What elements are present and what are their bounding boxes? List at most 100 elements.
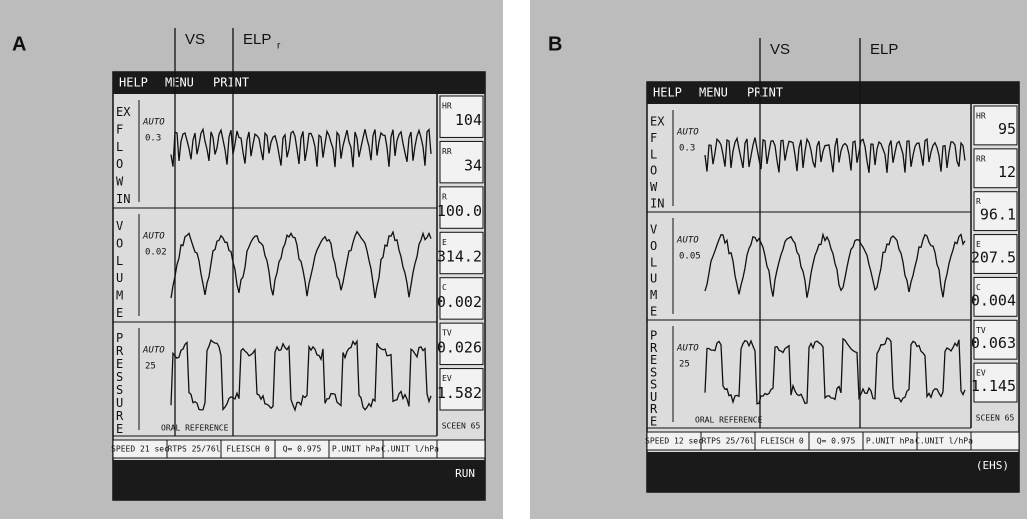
scale-value: 0.3 bbox=[679, 144, 695, 154]
channel-letter: P bbox=[116, 331, 123, 345]
readout-label: RR bbox=[976, 154, 986, 163]
toolbar-item: PRINT bbox=[213, 76, 249, 90]
panel-label: A bbox=[12, 33, 26, 55]
scale-mode: AUTO bbox=[676, 128, 699, 138]
annotation: ORAL REFERENCE bbox=[695, 416, 763, 425]
readout-value: 95 bbox=[998, 120, 1016, 138]
channel-letter: O bbox=[650, 239, 657, 253]
channel-letter: O bbox=[650, 164, 657, 178]
screen-background bbox=[647, 82, 1019, 492]
channel-letter: W bbox=[650, 180, 658, 194]
status-item: SPEED 12 sec bbox=[645, 437, 703, 446]
channel-letter: E bbox=[116, 357, 123, 371]
status-indicator: RUN bbox=[455, 467, 475, 480]
readout-value: 34 bbox=[464, 157, 482, 175]
figure: AHELPMENUPRINTVSELPrEXFLOWINAUTO0.3VOLUM… bbox=[0, 0, 1027, 519]
status-indicator: (EHS) bbox=[976, 459, 1009, 472]
monitor-screen: HELPMENUPRINTVSELPrEXFLOWINAUTO0.3VOLUME… bbox=[111, 28, 485, 500]
channel-letter: S bbox=[116, 370, 123, 384]
readout-value: 12 bbox=[998, 163, 1016, 181]
toolbar-item: MENU bbox=[165, 76, 194, 90]
readout-label: HR bbox=[442, 102, 452, 111]
channel-letter: R bbox=[116, 344, 124, 358]
channel-letter: L bbox=[116, 140, 123, 154]
channel-letter: E bbox=[650, 414, 657, 428]
toolbar-item: HELP bbox=[653, 86, 682, 100]
channel-letter: IN bbox=[116, 192, 130, 206]
channel-letter: M bbox=[650, 288, 657, 302]
readout-label: EV bbox=[442, 374, 452, 383]
channel-letter: L bbox=[650, 255, 657, 269]
screen-number: SCEEN 65 bbox=[442, 422, 481, 431]
scale-value: 0.05 bbox=[679, 252, 701, 262]
panel-label: B bbox=[548, 33, 562, 55]
status-item: FLEISCH 0 bbox=[226, 445, 270, 454]
scale-mode: AUTO bbox=[142, 232, 165, 242]
event-marker-label: ELP bbox=[243, 31, 271, 48]
channel-letter: IN bbox=[650, 196, 664, 210]
channel-letter: EX bbox=[650, 115, 665, 129]
status-item: SPEED 21 sec bbox=[111, 445, 169, 454]
readout-value: 0.063 bbox=[971, 334, 1016, 352]
channel-letter: F bbox=[116, 123, 123, 137]
channel-letter: E bbox=[650, 304, 657, 318]
channel-letter: EX bbox=[116, 105, 131, 119]
channel-letter: O bbox=[116, 157, 123, 171]
readout-value: 207.5 bbox=[971, 249, 1016, 267]
command-bar bbox=[113, 460, 485, 500]
readout-label: C bbox=[442, 283, 447, 292]
scale-value: 25 bbox=[145, 362, 156, 372]
readout-value: 100.0 bbox=[437, 202, 482, 220]
readout-label: RR bbox=[442, 147, 452, 156]
channel-letter: O bbox=[116, 237, 123, 251]
scale-value: 25 bbox=[679, 360, 690, 370]
screen-number: SCEEN 65 bbox=[976, 414, 1015, 423]
scale-mode: AUTO bbox=[676, 344, 699, 354]
scale-value: 0.3 bbox=[145, 134, 161, 144]
status-item: C.UNIT l/hPa bbox=[381, 445, 439, 454]
status-item: Q= 0.975 bbox=[817, 437, 856, 446]
channel-letter: S bbox=[116, 383, 123, 397]
status-item: RTPS 25/76l bbox=[702, 437, 755, 446]
toolbar-item: HELP bbox=[119, 76, 148, 90]
channel-letter: W bbox=[116, 175, 124, 189]
readout-value: 96.1 bbox=[980, 206, 1016, 224]
event-marker-label: VS bbox=[185, 31, 205, 48]
status-item: C.UNIT l/hPa bbox=[915, 437, 973, 446]
channel-letter: L bbox=[116, 254, 123, 268]
channel-letter: M bbox=[116, 289, 123, 303]
status-item: RTPS 25/76l bbox=[168, 445, 221, 454]
readout-value: 0.026 bbox=[437, 338, 482, 356]
channel-letter: F bbox=[650, 131, 657, 145]
readout-label: TV bbox=[442, 329, 452, 338]
status-item: P.UNIT hPa bbox=[332, 445, 380, 454]
readout-value: 0.002 bbox=[437, 293, 482, 311]
readout-value: 104 bbox=[455, 111, 482, 129]
readout-value: 0.004 bbox=[971, 291, 1016, 309]
status-item: FLEISCH 0 bbox=[760, 437, 804, 446]
scale-value: 0.02 bbox=[145, 248, 167, 258]
channel-letter: R bbox=[116, 409, 124, 423]
channel-letter: U bbox=[116, 271, 123, 285]
readout-label: E bbox=[442, 238, 447, 247]
annotation: ORAL REFERENCE bbox=[161, 424, 229, 433]
toolbar-item: MENU bbox=[699, 86, 728, 100]
status-item: P.UNIT hPa bbox=[866, 437, 914, 446]
event-marker-label: ELP bbox=[870, 41, 898, 58]
channel-letter: V bbox=[650, 223, 657, 237]
channel-letter: E bbox=[116, 422, 123, 436]
scale-mode: AUTO bbox=[142, 346, 165, 356]
channel-letter: L bbox=[650, 147, 657, 161]
channel-letter: V bbox=[116, 219, 123, 233]
readout-label: HR bbox=[976, 112, 986, 121]
channel-letter: E bbox=[116, 306, 123, 320]
toolbar-item: PRINT bbox=[747, 86, 783, 100]
command-bar bbox=[647, 452, 1019, 492]
status-item: Q= 0.975 bbox=[283, 445, 322, 454]
readout-value: 1.582 bbox=[437, 384, 482, 402]
scale-mode: AUTO bbox=[142, 118, 165, 128]
readout-value: 314.2 bbox=[437, 248, 482, 266]
channel-letter: U bbox=[650, 272, 657, 286]
scale-mode: AUTO bbox=[676, 236, 699, 246]
